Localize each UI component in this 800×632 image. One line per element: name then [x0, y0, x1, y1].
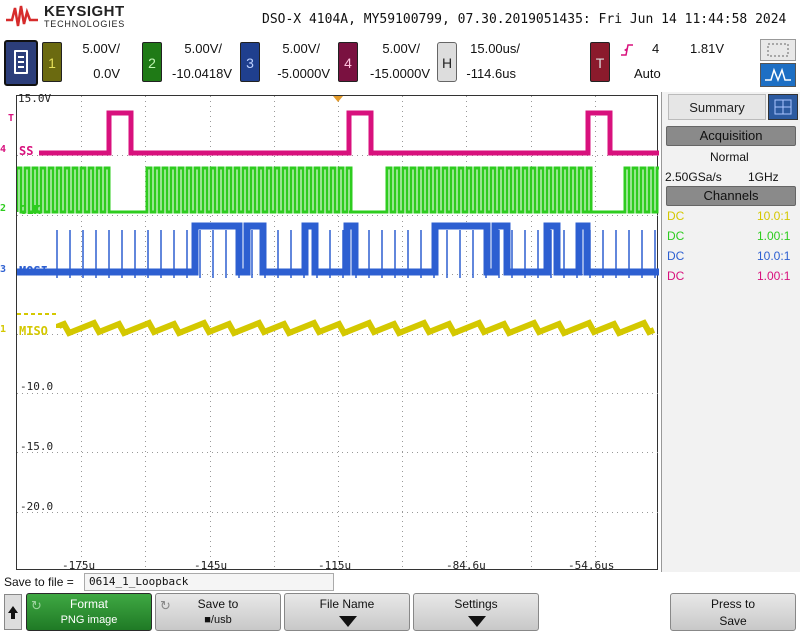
file-name-softkey-label: File Name — [319, 597, 375, 611]
press-to-save-softkey[interactable]: Press to Save — [670, 593, 796, 631]
ch2-probe: 1.00:1 — [757, 229, 791, 243]
ch2-coupling: DC — [667, 229, 685, 243]
trigger-marker: T — [8, 113, 15, 124]
zoom-box-icon — [760, 39, 796, 61]
save-to-file-label: Save to file = — [4, 575, 74, 589]
tab-grid[interactable] — [768, 94, 798, 120]
press-to-save-value: Save — [719, 614, 747, 628]
channel-4-tab[interactable]: 4 — [338, 42, 358, 82]
ss-marker[interactable]: 4 — [0, 144, 7, 155]
volt-label: -10.0 — [20, 380, 54, 393]
brand-name: KEYSIGHT — [44, 3, 125, 20]
trigger-level[interactable]: 1.81V — [690, 41, 724, 56]
rising-edge-icon — [621, 44, 633, 56]
settings-softkey-label: Settings — [454, 597, 498, 611]
main-menu-button[interactable] — [4, 40, 38, 86]
channel-1-scale[interactable]: 5.00V/ — [82, 41, 120, 56]
format-softkey-value: PNG image — [60, 614, 118, 626]
keysight-wave-icon — [6, 5, 38, 27]
channels-heading: Channels — [666, 186, 796, 206]
miso-marker[interactable]: 1 — [0, 324, 7, 335]
top-volt-label: 15.0V — [18, 92, 52, 105]
time-delay[interactable]: -114.6us — [466, 66, 516, 81]
save-to-softkey-label: Save to — [197, 597, 239, 611]
waveform-display[interactable] — [16, 95, 659, 571]
trigger-source[interactable]: 4 — [652, 41, 660, 56]
channel-1-tab[interactable]: 1 — [42, 42, 62, 82]
format-softkey[interactable]: ↻ Format PNG image — [26, 593, 152, 631]
filename-field[interactable]: 0614_1_Loopback — [84, 573, 334, 591]
up-arrow-icon — [8, 606, 18, 619]
ch4-coupling: DC — [667, 269, 685, 283]
mosi-marker[interactable]: 3 — [0, 264, 7, 275]
channel-bar: 1 5.00V/ 0.0V 2 5.00V/ -10.0418V 3 5.00V… — [0, 36, 800, 92]
instrument-title: DSO-X 4104A, MY59100799, 07.30.201905143… — [262, 12, 787, 27]
waveform-area — [17, 96, 659, 571]
sample-rate: 2.50GSa/s — [665, 170, 722, 184]
settings-softkey[interactable]: Settings — [413, 593, 539, 631]
time-scale[interactable]: 15.00us/ — [470, 41, 520, 56]
horizontal-tab[interactable]: H — [437, 42, 457, 82]
clk-waveform — [17, 166, 659, 214]
channel-3-tab[interactable]: 3 — [240, 42, 260, 82]
softkey-bar: ↻ Format PNG image ↻ Save to ■/usb File … — [0, 592, 800, 632]
acquisition-mode: Normal — [710, 150, 749, 164]
grid-icon — [774, 99, 792, 115]
channel-2-scale[interactable]: 5.00V/ — [184, 41, 222, 56]
volt-label: -15.0 — [20, 440, 54, 453]
time-label: -84.6u — [446, 559, 486, 572]
chevron-down-icon — [468, 616, 486, 627]
save-to-softkey[interactable]: ↻ Save to ■/usb — [155, 593, 281, 631]
ch4-probe: 1.00:1 — [757, 269, 791, 283]
bandwidth: 1GHz — [748, 170, 779, 184]
cycle-icon: ↻ — [31, 598, 42, 613]
file-name-softkey[interactable]: File Name — [284, 593, 410, 631]
channel-3-scale[interactable]: 5.00V/ — [282, 41, 320, 56]
auto-scale-icon — [760, 63, 796, 87]
save-row: Save to file = 0614_1_Loopback — [0, 572, 800, 592]
clk-marker[interactable]: 2 — [0, 203, 7, 214]
acquisition-heading: Acquisition — [666, 126, 796, 146]
ch3-probe: 10.0:1 — [757, 249, 791, 263]
menu-icon — [14, 50, 28, 74]
clk-label: CLK — [19, 203, 41, 217]
save-to-softkey-value: ■/usb — [204, 614, 232, 626]
format-softkey-label: Format — [69, 597, 108, 611]
ch3-coupling: DC — [667, 249, 685, 263]
ch1-coupling: DC — [667, 209, 685, 223]
time-label: -54.6us — [568, 559, 615, 572]
tab-summary[interactable]: Summary — [668, 94, 766, 120]
mosi-label: MOSI — [19, 264, 48, 278]
chevron-down-icon — [339, 616, 357, 627]
channel-3-offset[interactable]: -5.0000V — [277, 66, 330, 81]
channel-1-offset[interactable]: 0.0V — [93, 66, 120, 81]
mosi-waveform — [17, 222, 659, 276]
auto-scale-button[interactable] — [760, 39, 796, 89]
brand-subtitle: TECHNOLOGIES — [44, 19, 126, 29]
keysight-logo: KEYSIGHT TECHNOLOGIES — [4, 2, 134, 30]
time-label: -145u — [194, 559, 228, 572]
channel-4-scale[interactable]: 5.00V/ — [382, 41, 420, 56]
cycle-icon: ↻ — [160, 598, 171, 613]
miso-waveform — [56, 319, 656, 337]
ss-label: SS — [19, 144, 34, 158]
miso-label: MISO — [19, 324, 48, 338]
time-label: -175u — [62, 559, 96, 572]
trigger-tab[interactable]: T — [590, 42, 610, 82]
time-label: -115u — [318, 559, 352, 572]
press-to-save-label: Press to — [710, 597, 755, 611]
trigger-position-marker — [333, 96, 343, 102]
channel-2-offset[interactable]: -10.0418V — [172, 66, 232, 81]
channel-4-offset[interactable]: -15.0000V — [370, 66, 430, 81]
channel-2-tab[interactable]: 2 — [142, 42, 162, 82]
ss-waveform — [39, 110, 659, 156]
back-button[interactable] — [4, 594, 22, 630]
info-panel: Summary Acquisition Normal 2.50GSa/s 1GH… — [661, 92, 800, 572]
volt-label: -20.0 — [20, 500, 54, 513]
trigger-mode[interactable]: Auto — [634, 66, 661, 81]
ch1-probe: 10.0:1 — [757, 209, 791, 223]
